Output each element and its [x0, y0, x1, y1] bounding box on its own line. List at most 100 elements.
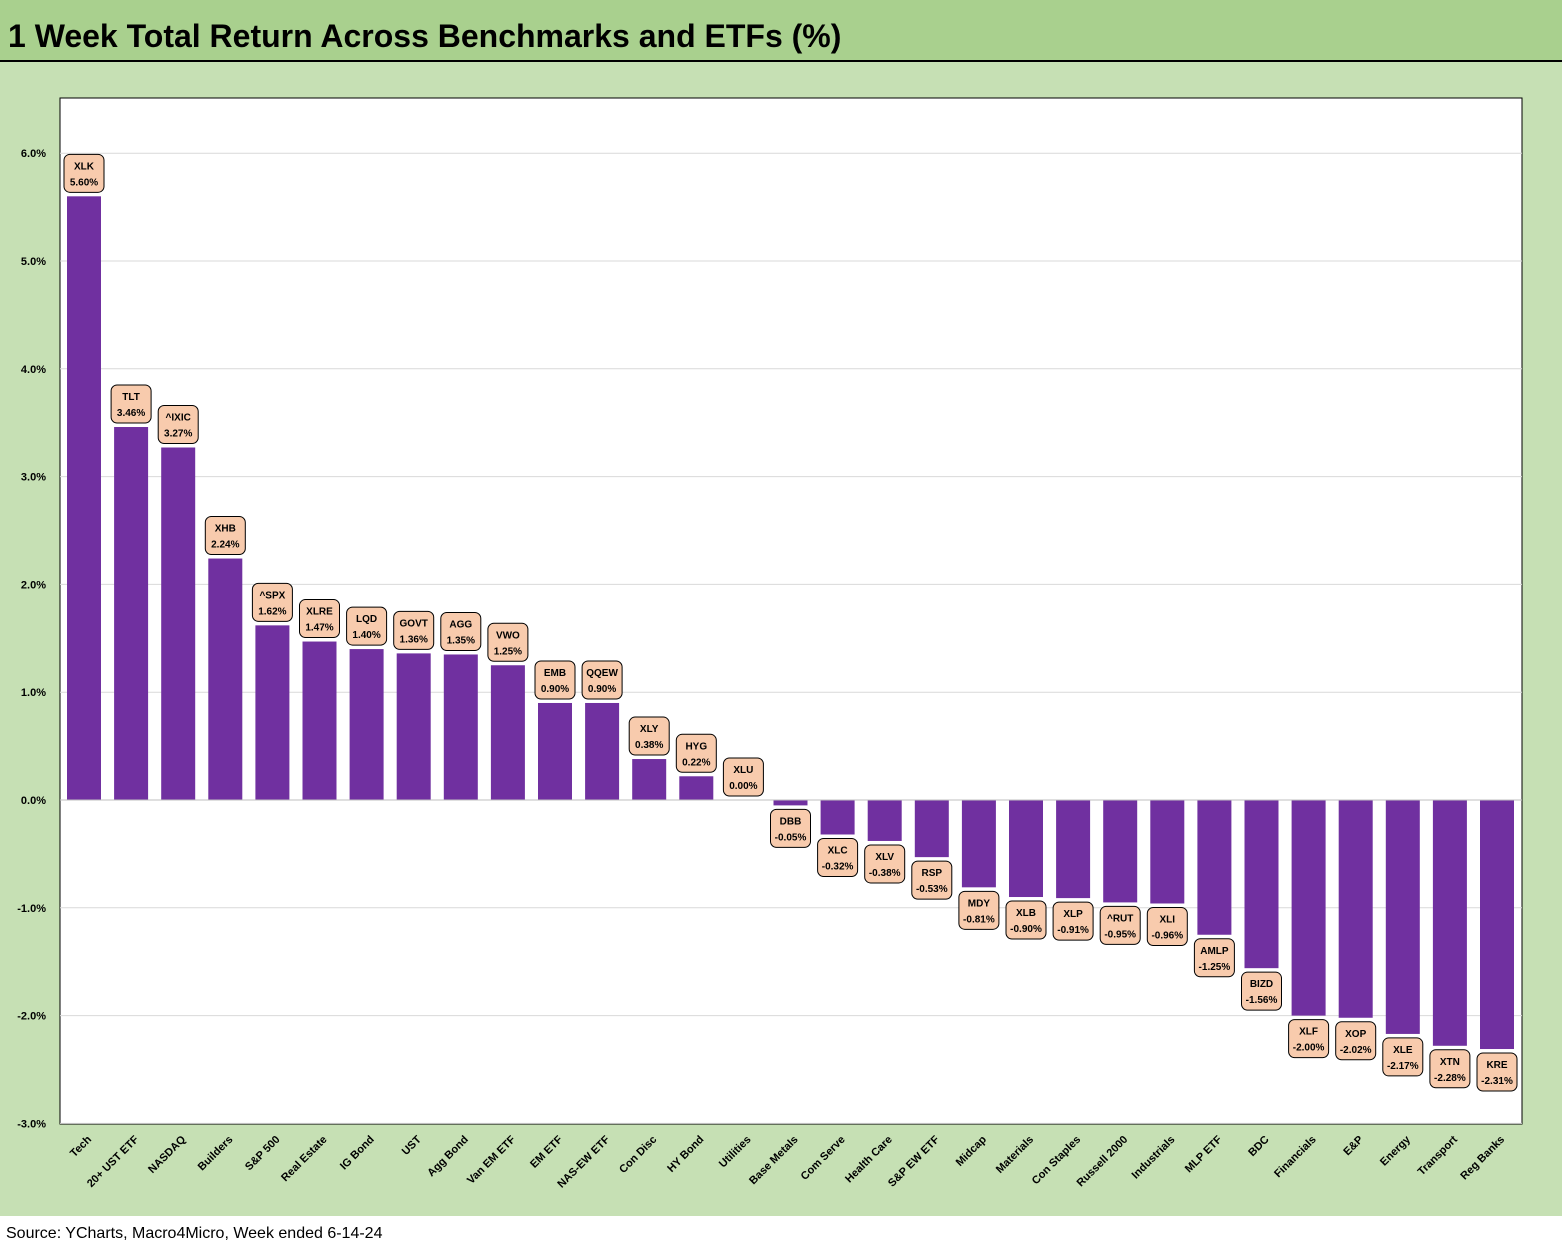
data-label-box: [1146, 906, 1188, 946]
y-tick-label: -3.0%: [17, 1118, 46, 1130]
data-label: XLC -0.32%: [817, 837, 859, 877]
bar: [396, 653, 431, 800]
data-label-value: -2.31%: [1481, 1076, 1513, 1087]
bar: [867, 800, 902, 841]
data-label-box: [299, 599, 340, 639]
data-label-box: [110, 384, 152, 424]
x-tick-label: NASDAQ: [146, 1133, 189, 1176]
data-label-ticker: XLP: [1063, 909, 1083, 920]
data-label-ticker: MDY: [968, 898, 991, 909]
y-tick-label: -1.0%: [17, 903, 46, 915]
x-tick-label: UST: [400, 1133, 424, 1157]
data-label: ^SPX 1.62%: [251, 582, 293, 622]
x-tick-label: Energy: [1378, 1133, 1413, 1168]
data-label: XLRE 1.47%: [299, 599, 340, 639]
data-label-box: [817, 837, 859, 877]
bar: [1150, 800, 1185, 904]
data-label-ticker: HYG: [685, 741, 707, 752]
x-tick-label: Com Serve: [799, 1134, 848, 1183]
data-label-value: -0.91%: [1057, 925, 1089, 936]
data-label-ticker: VWO: [496, 630, 520, 641]
bar: [914, 800, 949, 858]
data-label: ^RUT -0.95%: [1099, 905, 1141, 945]
data-label-box: [581, 660, 623, 700]
bar: [585, 702, 620, 800]
bar: [208, 558, 243, 800]
x-tick-label: BDC: [1246, 1134, 1271, 1159]
data-label-ticker: XHB: [215, 524, 236, 535]
data-label-value: 5.60%: [70, 177, 98, 188]
data-label-box: [958, 890, 1000, 930]
data-label-ticker: XLE: [1393, 1045, 1413, 1056]
x-tick-label: Transport: [1416, 1133, 1461, 1178]
bar-chart: 6.0% 5.0% 4.0% 3.0% 2.0% 1.0% 0.0% -1.0% -2.0% -3…: [17, 97, 1523, 1191]
data-label-value: -0.96%: [1151, 930, 1183, 941]
data-label-box: [440, 611, 482, 651]
bar: [1244, 800, 1279, 969]
data-label-value: -0.05%: [775, 832, 807, 843]
data-label-value: 0.38%: [635, 740, 663, 751]
data-label-ticker: XTN: [1440, 1057, 1460, 1068]
data-label: XLB -0.90%: [1005, 900, 1047, 940]
data-label-box: [393, 610, 435, 650]
data-label-box: [1241, 971, 1282, 1011]
bar: [67, 196, 101, 800]
y-tick-label: -2.0%: [17, 1011, 46, 1023]
data-label-ticker: EMB: [544, 668, 566, 679]
data-label: XLY 0.38%: [628, 716, 670, 756]
data-label-value: 1.62%: [258, 606, 286, 617]
data-label-value: 3.46%: [117, 408, 145, 419]
x-tick-label: Financials: [1272, 1134, 1319, 1181]
data-label-ticker: XOP: [1345, 1029, 1366, 1040]
x-tick-label: EM ETF: [528, 1133, 565, 1170]
data-label-value: -0.53%: [916, 884, 948, 895]
data-label-ticker: QQEW: [586, 668, 618, 679]
data-label-box: [770, 808, 811, 848]
y-tick-label: 4.0%: [21, 364, 46, 376]
y-tick-label: 2.0%: [21, 579, 46, 591]
data-label-box: [1193, 938, 1235, 978]
data-label: LQD 1.40%: [346, 606, 388, 646]
data-label: AGG 1.35%: [440, 611, 482, 651]
bar: [1432, 800, 1467, 1046]
data-label-ticker: LQD: [356, 614, 377, 625]
bar: [1103, 800, 1138, 903]
x-tick-label: Midcap: [954, 1133, 989, 1168]
data-label-box: [251, 582, 293, 622]
x-tick-label: Builders: [196, 1134, 236, 1174]
y-tick-label: 0.0%: [21, 795, 46, 807]
bar: [820, 800, 855, 835]
x-tick-label: Con Disc: [617, 1134, 659, 1176]
data-label-box: [346, 606, 388, 646]
bar: [490, 665, 525, 800]
data-label-value: -1.56%: [1246, 995, 1278, 1006]
data-label-ticker: TLT: [122, 392, 140, 403]
data-label-box: [1288, 1019, 1330, 1059]
data-label-value: 0.00%: [729, 781, 757, 792]
bar: [443, 654, 478, 800]
data-label-value: 0.90%: [588, 684, 616, 695]
data-label: XTN -2.28%: [1429, 1049, 1471, 1089]
data-label-box: [1476, 1052, 1518, 1092]
data-label-ticker: GOVT: [400, 618, 428, 629]
data-label-box: [864, 844, 906, 884]
data-label-ticker: AGG: [449, 619, 472, 630]
data-label-value: -0.38%: [869, 868, 901, 879]
data-label-box: [722, 757, 764, 797]
data-label-value: 3.27%: [164, 428, 192, 439]
data-label-value: 1.47%: [305, 623, 333, 634]
x-tick-label: E&P: [1341, 1134, 1365, 1158]
chart-title: 1 Week Total Return Across Benchmarks an…: [8, 18, 842, 54]
x-tick-label: IG Bond: [338, 1134, 377, 1173]
data-label-value: 0.22%: [682, 757, 710, 768]
x-tick-label: Base Metals: [747, 1134, 800, 1187]
data-label-value: -0.32%: [822, 861, 854, 872]
data-label: XOP -2.02%: [1335, 1021, 1377, 1061]
data-label: XLF -2.00%: [1288, 1019, 1330, 1059]
y-tick-label: 5.0%: [21, 256, 46, 268]
data-label: RSP -0.53%: [911, 860, 953, 900]
bar: [349, 649, 384, 800]
data-label-box: [675, 733, 717, 773]
y-tick-label: 6.0%: [21, 148, 46, 160]
data-label-box: [1335, 1021, 1377, 1061]
